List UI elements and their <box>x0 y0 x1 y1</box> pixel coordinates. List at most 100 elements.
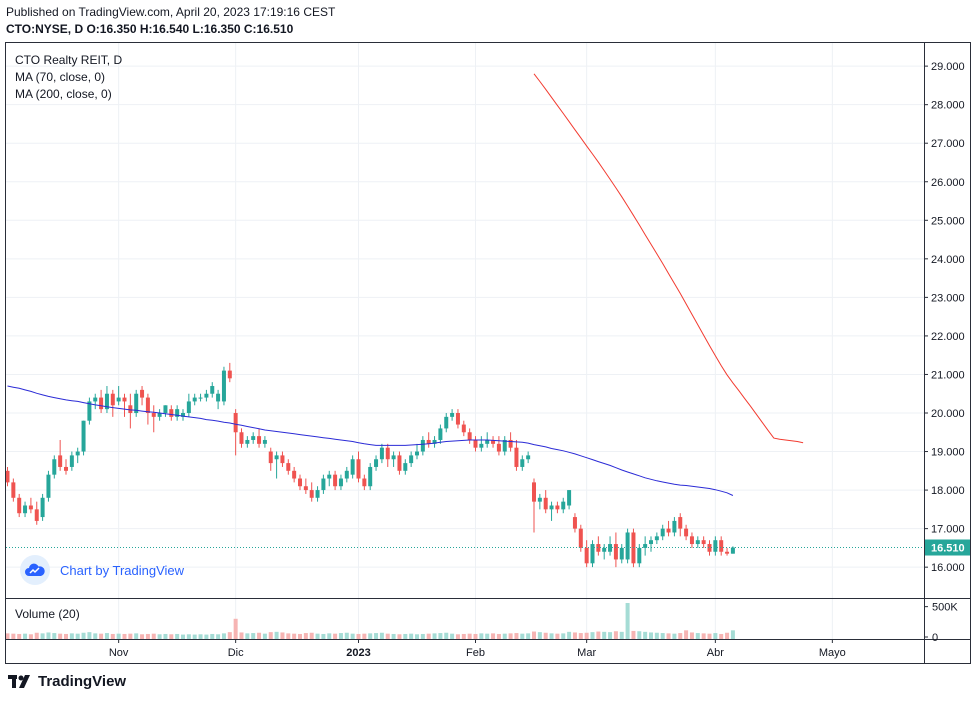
y-tick-label: 18.000 <box>931 485 965 497</box>
volume-bar <box>227 632 232 639</box>
volume-bar <box>391 633 396 639</box>
legend-ma200[interactable]: MA (200, close, 0) <box>15 87 112 101</box>
x-tick-label: Feb <box>466 647 485 659</box>
x-tick-label: Dic <box>228 647 244 659</box>
volume-bar <box>637 631 642 639</box>
candle-down <box>684 528 689 537</box>
volume-bar <box>198 634 203 639</box>
candle-up <box>93 397 98 402</box>
candle-up <box>262 439 267 444</box>
volume-bar <box>175 633 180 639</box>
candle-up <box>643 544 648 548</box>
candle-up <box>409 455 414 464</box>
volume-bar <box>245 633 250 639</box>
volume-bar <box>719 633 724 639</box>
candle-up <box>69 455 74 467</box>
volume-bar <box>58 633 63 639</box>
candle-down <box>110 393 115 406</box>
volume-bar <box>99 633 104 639</box>
volume-bar <box>327 633 332 639</box>
volume-bar <box>6 633 10 639</box>
tradingview-logo[interactable]: TradingView <box>8 673 126 690</box>
tradingview-logo-icon <box>8 674 30 688</box>
volume-bar <box>379 632 384 639</box>
volume-bar <box>169 634 174 639</box>
volume-bar <box>204 634 209 639</box>
candle-down <box>11 482 16 498</box>
price-chart[interactable]: 29.000 28.000 27.000 26.000 25.000 24.000 23.0… <box>6 43 971 664</box>
volume-bar <box>28 634 33 639</box>
volume-bar <box>362 633 367 639</box>
candle-down <box>303 486 308 491</box>
candle-down <box>532 482 536 502</box>
volume-bar <box>415 634 419 639</box>
candle-up <box>315 490 320 498</box>
volume-bar <box>543 632 548 639</box>
candle-up <box>52 459 57 475</box>
candle-up <box>450 413 455 417</box>
volume-bar <box>491 633 496 639</box>
volume-bar <box>485 633 490 639</box>
y-tick-label: 23.000 <box>931 292 965 304</box>
y-tick-label: 26.000 <box>931 177 965 189</box>
volume-bar <box>455 634 460 639</box>
volume-bar <box>221 633 226 639</box>
chart-frame[interactable]: 29.000 28.000 27.000 26.000 25.000 24.000 23.0… <box>5 42 971 664</box>
volume-bar <box>479 633 484 639</box>
volume-bar <box>409 633 414 639</box>
volume-bar <box>286 633 291 639</box>
volume-bar <box>561 633 566 639</box>
volume-tick-label: 500K <box>932 602 958 614</box>
volume-bar <box>216 634 221 639</box>
candle-up <box>438 428 443 440</box>
volume-bar <box>151 633 156 639</box>
candle-down <box>286 463 291 471</box>
volume-legend[interactable]: Volume (20) <box>15 607 80 621</box>
volume-bar <box>52 633 57 639</box>
volume-bar <box>315 633 320 639</box>
volume-bar <box>695 633 700 639</box>
y-tick-label: 29.000 <box>931 61 965 73</box>
candle-down <box>233 413 238 433</box>
volume-bar <box>87 632 92 639</box>
y-tick-label: 25.000 <box>931 215 965 227</box>
volume-bar <box>110 633 115 639</box>
volume-bar <box>46 632 51 639</box>
chart-by-tradingview-watermark[interactable]: Chart by TradingView <box>20 555 184 585</box>
volume-bar <box>555 633 560 639</box>
candle-up <box>637 547 642 564</box>
volume-bar <box>649 632 653 639</box>
volume-bar <box>689 632 694 639</box>
volume-bar <box>701 633 706 639</box>
volume-bar <box>157 634 162 639</box>
candle-up <box>561 501 566 510</box>
volume-bar <box>34 632 39 639</box>
candle-up <box>391 455 396 460</box>
volume-bar <box>467 633 472 639</box>
candle-up <box>75 451 80 456</box>
candle-up <box>198 397 203 399</box>
volume-bar <box>257 632 262 639</box>
volume-bar <box>210 633 215 639</box>
candle-up <box>479 443 484 448</box>
candle-up <box>204 393 209 398</box>
candle-down <box>678 517 683 529</box>
ma200-line <box>533 73 804 444</box>
volume-bar <box>730 630 735 639</box>
volume-bar <box>268 632 273 639</box>
volume-bar <box>116 633 121 639</box>
volume-bar <box>239 632 244 639</box>
volume-bar <box>262 633 267 639</box>
volume-bar <box>537 632 542 639</box>
candle-down <box>467 432 472 440</box>
volume-bar <box>526 633 531 639</box>
volume-bar <box>298 633 302 639</box>
volume-bar <box>274 631 279 639</box>
candle-down <box>17 497 22 514</box>
legend-ma70[interactable]: MA (70, close, 0) <box>15 70 106 84</box>
candle-up <box>502 439 507 452</box>
candle-down <box>333 474 338 487</box>
volume-bar <box>81 632 86 639</box>
candle-down <box>596 544 601 552</box>
volume-bar <box>186 634 191 639</box>
